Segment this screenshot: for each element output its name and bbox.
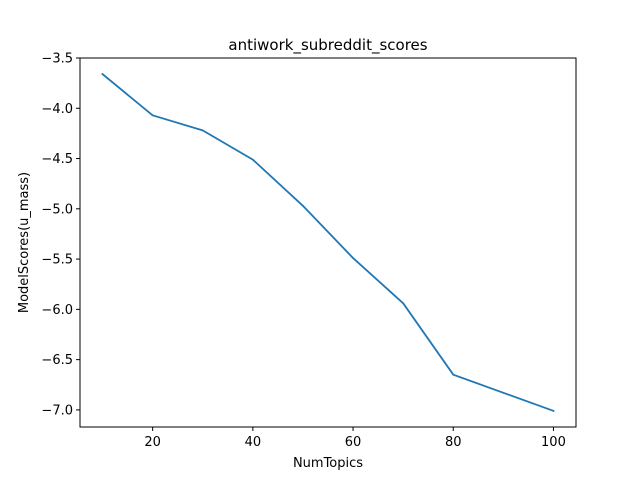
chart-title: antiwork_subreddit_scores xyxy=(228,36,427,55)
y-axis-ticks: −3.5 −4.0 −4.5 −5.0 −5.5 −6.0 −6.5 −7.0 xyxy=(41,52,80,418)
data-point xyxy=(552,410,555,412)
plot-frame xyxy=(79,57,577,428)
data-point xyxy=(452,373,455,376)
y-tick-label: −7.0 xyxy=(41,403,73,418)
y-tick-label: −6.0 xyxy=(41,303,73,318)
data-point xyxy=(201,129,204,132)
x-axis-label: NumTopics xyxy=(293,456,363,471)
plot-area xyxy=(80,58,576,427)
y-tick-label: −3.5 xyxy=(41,52,73,67)
data-point xyxy=(352,257,354,259)
data-point xyxy=(302,204,304,207)
data-point xyxy=(502,391,505,394)
x-tick-label: 60 xyxy=(345,435,362,450)
series-layer xyxy=(101,72,555,413)
y-axis-label: ModelScores(u_mass) xyxy=(17,172,32,313)
x-axis-ticks: 20 40 60 80 100 xyxy=(144,427,566,450)
x-tick-label: 40 xyxy=(245,435,262,450)
x-tick-label: 80 xyxy=(445,435,462,450)
data-point xyxy=(101,73,104,75)
x-tick-label: 20 xyxy=(144,435,161,450)
data-point xyxy=(402,302,405,305)
data-point xyxy=(151,114,154,117)
y-tick-label: −4.0 xyxy=(41,102,73,117)
series-line xyxy=(101,72,555,413)
y-tick-label: −6.5 xyxy=(41,353,73,368)
y-tick-label: −4.5 xyxy=(41,152,73,167)
x-tick-label: 100 xyxy=(541,435,566,450)
y-tick-label: −5.0 xyxy=(41,202,73,217)
y-tick-label: −5.5 xyxy=(41,253,73,268)
data-point xyxy=(251,158,254,161)
